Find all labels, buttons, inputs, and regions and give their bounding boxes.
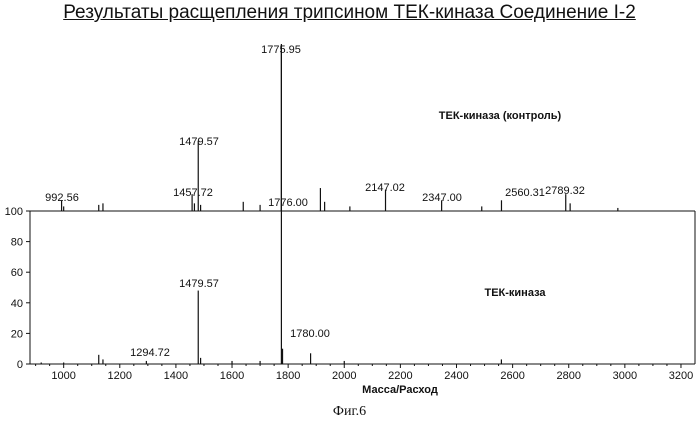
x-axis-title: Масса/Расход <box>362 384 438 396</box>
series-label-sample: ТЕК-киназа <box>484 287 546 299</box>
peaks <box>41 44 618 364</box>
y-tick-label: 100 <box>5 206 23 218</box>
x-tick-label: 2000 <box>332 370 356 382</box>
y-tick-label: 80 <box>11 237 23 249</box>
peak-labels: 992.56 1457.72 1479.57 1775.95 1776.00 2147.0… <box>45 44 585 359</box>
x-tick-label: 1800 <box>276 370 300 382</box>
x-tick-label: 3200 <box>669 370 693 382</box>
x-tick-label: 1200 <box>108 370 132 382</box>
x-tick-label: 1000 <box>51 370 75 382</box>
control-peak-label: 2347.00 <box>422 192 462 204</box>
x-tick-label: 2600 <box>500 370 524 382</box>
axes: 0 20 40 60 80 100 1000 1200 1400 1600 1800 2000 2200… <box>5 206 695 396</box>
control-peak-label: 2147.02 <box>365 182 405 194</box>
x-tick-label: 3000 <box>613 370 637 382</box>
y-tick-label: 40 <box>11 298 23 310</box>
sample-peak-label: 1294.72 <box>130 347 170 359</box>
x-tick-label: 2400 <box>444 370 468 382</box>
series-label-control: ТЕК-киназа (контроль) <box>439 110 562 122</box>
control-peak-label: 1457.72 <box>173 187 213 199</box>
control-peak-label: 2789.32 <box>545 185 585 197</box>
x-tick-label: 1600 <box>220 370 244 382</box>
figure-label: Фиг.6 <box>0 404 699 420</box>
control-peak-label: 1775.95 <box>261 44 301 56</box>
x-tick-label: 2200 <box>388 370 412 382</box>
control-peak-label: 2560.31 <box>505 187 545 199</box>
control-peak-label: 1776.00 <box>268 197 308 209</box>
x-tick-label: 2800 <box>556 370 580 382</box>
y-tick-label: 20 <box>11 328 23 340</box>
sample-peak-label: 1780.00 <box>290 328 330 340</box>
x-tick-label: 1400 <box>164 370 188 382</box>
y-tick-label: 60 <box>11 267 23 279</box>
sample-peak-label: 1479.57 <box>179 278 219 290</box>
control-peak-label: 992.56 <box>45 192 79 204</box>
control-peak-label: 1479.57 <box>179 136 219 148</box>
y-tick-label: 0 <box>17 359 23 371</box>
